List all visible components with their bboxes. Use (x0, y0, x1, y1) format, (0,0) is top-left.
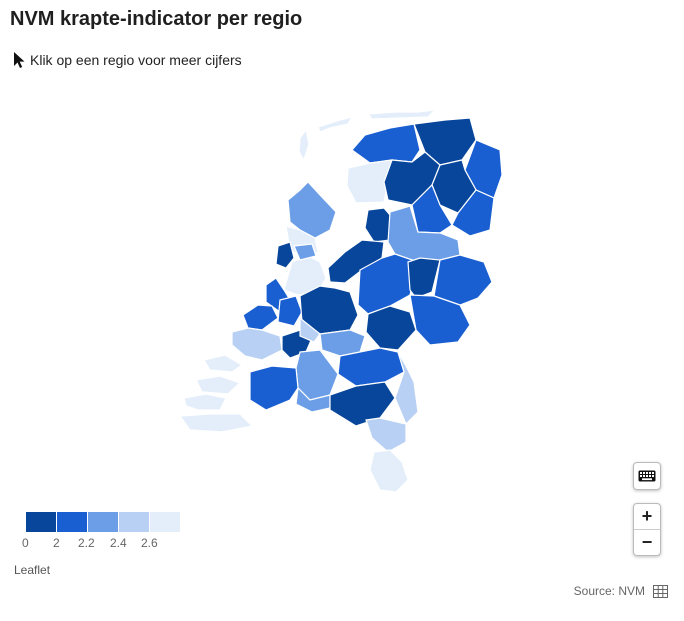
region-arnhem[interactable] (365, 305, 417, 351)
hint: Klik op een regio voor meer cijfers (12, 50, 242, 70)
region-venlo[interactable] (394, 351, 419, 426)
region-zeeuws-vlaanderen[interactable] (178, 413, 254, 433)
region-den-haag[interactable] (242, 304, 279, 331)
region-ameland-schier[interactable] (366, 109, 437, 120)
region-rotterdam-west[interactable] (231, 327, 283, 361)
region-zoetermeer[interactable] (277, 295, 303, 327)
region-friesland-west[interactable] (351, 123, 421, 164)
keyboard-shortcuts-button[interactable] (633, 462, 661, 490)
page-title: NVM krapte-indicator per regio (10, 8, 303, 30)
zoom-control: + − (633, 503, 661, 556)
keyboard-icon (638, 470, 656, 482)
region-goeree[interactable] (203, 354, 244, 373)
cursor-arrow-icon (14, 52, 25, 68)
source-text: Source: NVM (573, 584, 645, 598)
region-west-brabant[interactable] (249, 365, 299, 411)
legend-bar (26, 512, 186, 532)
legend-label: 2.2 (78, 536, 95, 550)
region-eindhoven[interactable] (329, 381, 396, 427)
region-zuid-limburg[interactable] (369, 449, 409, 493)
region-zaanstreek[interactable] (293, 243, 317, 261)
region-haarlem[interactable] (275, 241, 295, 269)
source-footer: Source: NVM (574, 584, 668, 598)
legend-swatch (88, 512, 119, 532)
netherlands-map[interactable] (0, 90, 684, 510)
legend-label: 2 (53, 536, 60, 550)
legend-swatch (150, 512, 181, 532)
legend-swatch (119, 512, 150, 532)
legend: 0 2 2.2 2.4 2.6 (22, 512, 186, 552)
legend-label: 2.4 (110, 536, 127, 550)
region-twente-noord[interactable] (407, 257, 441, 299)
legend-labels: 0 2 2.2 2.4 2.6 (22, 536, 186, 552)
legend-swatch (26, 512, 57, 532)
legend-label: 0 (22, 536, 29, 550)
region-apeldoorn[interactable] (409, 294, 471, 346)
region-noord-holland-noord[interactable] (287, 181, 337, 239)
hint-text: Klik op een regio voor meer cijfers (30, 52, 242, 68)
zoom-in-button[interactable]: + (641, 506, 653, 526)
region-roermond[interactable] (365, 417, 407, 453)
region-walcheren[interactable] (183, 393, 227, 411)
region-twente[interactable] (433, 254, 493, 306)
map-attribution[interactable]: Leaflet (14, 563, 51, 577)
legend-swatch (57, 512, 88, 532)
region-layer (178, 109, 503, 493)
zoom-out-button[interactable]: − (634, 529, 660, 555)
table-icon[interactable] (653, 584, 668, 598)
region-vlieland-terschelling[interactable] (317, 116, 354, 133)
legend-label: 2.6 (141, 536, 158, 550)
region-schouwen[interactable] (195, 375, 242, 395)
region-gouda[interactable] (299, 316, 321, 343)
region-texel[interactable] (298, 128, 310, 162)
